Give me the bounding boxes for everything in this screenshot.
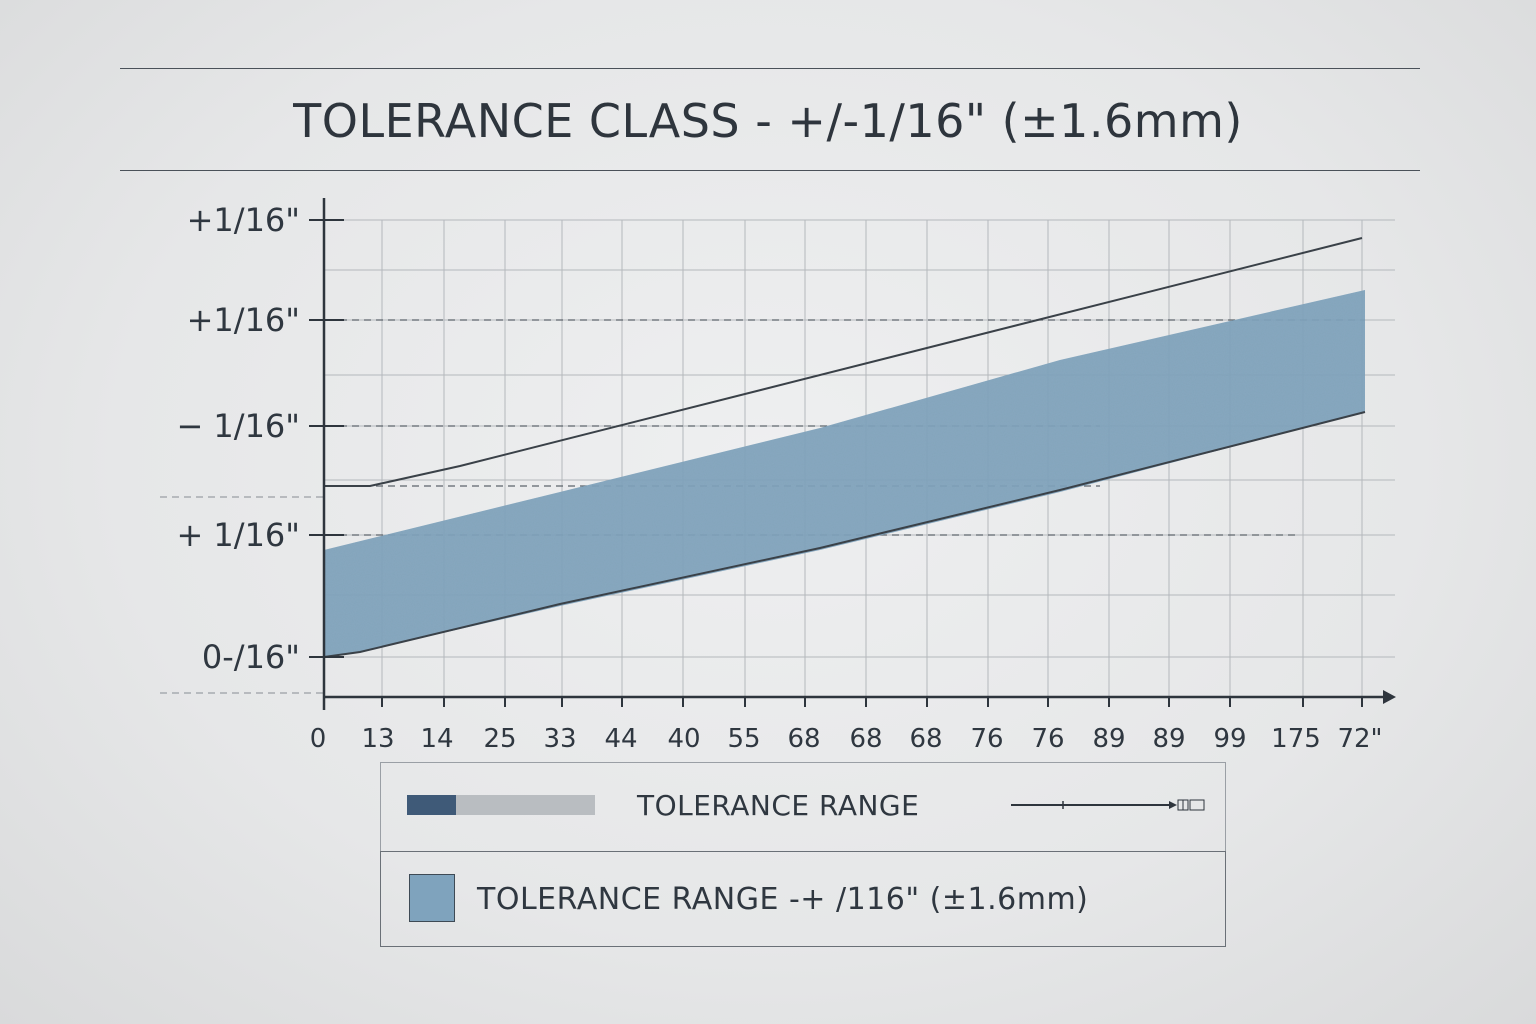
x-tick-label: 175: [1271, 724, 1321, 754]
blue-square-swatch-icon: [409, 874, 455, 922]
x-tick-label: 40: [667, 724, 701, 754]
x-tick-label: 89: [1092, 724, 1126, 754]
x-tick-label: 33: [543, 724, 577, 754]
x-tick-label: 68: [787, 724, 821, 754]
x-axis-ticks: [323, 697, 1363, 710]
legend-item-tolerance-range: TOLERANCE RANGE: [380, 762, 1226, 851]
x-tick-label: 76: [1031, 724, 1065, 754]
y-tick-label: − 1/16": [176, 407, 300, 445]
y-tick-label: + 1/16": [176, 516, 300, 554]
y-tick-label: 0-/16": [201, 638, 300, 676]
legend-label: TOLERANCE RANGE -+ /116" (±1.6mm): [477, 882, 1089, 917]
x-tick-label: 89: [1152, 724, 1186, 754]
legend-item-tolerance-band: TOLERANCE RANGE -+ /116" (±1.6mm): [380, 851, 1226, 947]
upper-limit-line: [324, 237, 1363, 487]
x-tick-label: 13: [361, 724, 395, 754]
x-tick-label: 55: [727, 724, 761, 754]
title-underline-rule: [120, 170, 1420, 171]
y-tick-label: +1/16": [186, 201, 300, 239]
y-tick-label: +1/16": [186, 301, 300, 339]
x-tick-label: 0: [309, 724, 327, 754]
band-lower-limit-line: [323, 411, 1366, 658]
x-tick-label: 68: [849, 724, 883, 754]
x-tick-label: 68: [909, 724, 943, 754]
x-tick-label: 25: [483, 724, 517, 754]
x-tick-label: 99: [1213, 724, 1247, 754]
x-axis-arrowhead-icon: [1383, 690, 1396, 704]
x-tick-label: 72": [1337, 724, 1383, 754]
x-tick-label: 76: [970, 724, 1004, 754]
arrow-right-icon: [1011, 799, 1205, 811]
legend-label: TOLERANCE RANGE: [637, 789, 920, 822]
y-axis-ticks: [309, 219, 344, 658]
gradient-bar-swatch-icon: [407, 795, 595, 815]
x-tick-label: 14: [420, 724, 454, 754]
top-rule: [120, 68, 1420, 69]
chart-title: TOLERANCE CLASS - +/-1/16" (±1.6mm): [293, 94, 1243, 148]
tolerance-band: [324, 290, 1365, 657]
x-tick-label: 44: [604, 724, 638, 754]
